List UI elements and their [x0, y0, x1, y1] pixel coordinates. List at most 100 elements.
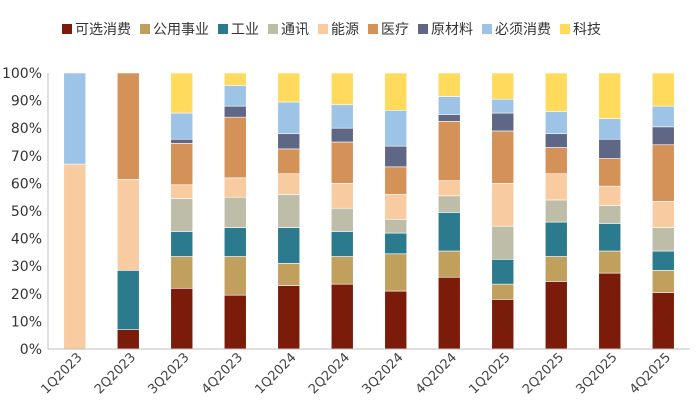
- bar-stack: [170, 72, 194, 350]
- bar-segment: [277, 173, 301, 195]
- bar-segment: [598, 158, 622, 187]
- bar-stack: [491, 72, 515, 350]
- bar-segment: [491, 112, 515, 132]
- legend-item: 必须消费: [482, 22, 551, 38]
- bar-segment: [384, 166, 408, 195]
- bar-segment: [598, 185, 622, 206]
- bar-segment: [491, 225, 515, 260]
- legend-swatch: [418, 24, 428, 34]
- bar-segment: [544, 133, 568, 148]
- bar-segment: [491, 72, 515, 100]
- y-tick-label: 40%: [11, 232, 42, 248]
- x-tick-label: 1Q2024: [252, 350, 299, 397]
- bar-segment: [437, 96, 461, 115]
- bar-segment: [170, 72, 194, 114]
- y-tick-label: 70%: [11, 149, 42, 165]
- x-tick-label: 4Q2023: [199, 350, 246, 397]
- bar-segment: [384, 218, 408, 234]
- bar-segment: [651, 144, 675, 202]
- bar-segment: [277, 72, 301, 103]
- bar-segment: [223, 85, 247, 107]
- x-axis: 1Q2023 2Q2023 3Q2023 4Q2023 1Q2024 2Q2024 3Q20…: [38, 348, 690, 397]
- legend-item: 原材料: [418, 22, 473, 38]
- legend-swatch: [560, 24, 570, 34]
- bar-segment: [116, 329, 140, 350]
- legend-label: 通讯: [281, 22, 309, 38]
- bar-segment: [384, 253, 408, 292]
- bar-stack: [651, 72, 675, 350]
- bar-stack: [598, 72, 622, 350]
- bar-segment: [544, 72, 568, 112]
- legend-label: 医疗: [381, 22, 409, 38]
- legend-swatch: [218, 24, 228, 34]
- legend-swatch: [140, 24, 150, 34]
- bar-segment: [277, 133, 301, 150]
- bar-segment: [598, 138, 622, 159]
- bar-segment: [223, 72, 247, 86]
- legend-item: 科技: [560, 22, 601, 38]
- y-axis: 0% 10% 20% 30% 40% 50% 60% 70% 80% 90% 100%: [2, 66, 49, 358]
- legend-item: 能源: [318, 22, 359, 38]
- legend-label: 科技: [573, 22, 601, 38]
- bar-segment: [384, 72, 408, 111]
- bar-stack: [277, 72, 301, 350]
- bar-segment: [437, 114, 461, 122]
- bar-segment: [491, 283, 515, 300]
- bar-segment: [544, 111, 568, 135]
- bar-segment: [491, 183, 515, 227]
- bar-stack: [63, 72, 87, 350]
- y-tick-label: 100%: [2, 66, 42, 82]
- legend: 可选消费 公用事业 工业 通讯 能源 医疗 原材料 必须消费 科技: [62, 22, 601, 38]
- bar-segment: [330, 104, 354, 129]
- bar-segment: [277, 101, 301, 135]
- bar-segment: [598, 250, 622, 274]
- bar-segment: [277, 148, 301, 175]
- bar-stack: [330, 72, 354, 350]
- bar-segment: [330, 207, 354, 233]
- legend-label: 能源: [331, 22, 359, 38]
- bar-segment: [651, 72, 675, 107]
- bar-segment: [116, 178, 140, 271]
- bar-segment: [170, 112, 194, 140]
- bar-segment: [277, 285, 301, 350]
- x-tick-label: 1Q2023: [38, 350, 85, 397]
- bar-stack: [544, 72, 568, 350]
- bar-segment: [223, 116, 247, 179]
- bar-segment: [598, 205, 622, 224]
- x-tick-label: 4Q2024: [413, 350, 460, 397]
- y-tick-label: 90%: [11, 94, 42, 110]
- bar-segment: [116, 270, 140, 330]
- bar-segment: [223, 177, 247, 198]
- bar-segment: [277, 194, 301, 228]
- bar-segment: [651, 292, 675, 350]
- bar-segment: [330, 283, 354, 350]
- bar-segment: [330, 256, 354, 285]
- bar-segment: [651, 227, 675, 252]
- bar-segment: [544, 147, 568, 175]
- legend-swatch: [268, 24, 278, 34]
- bar-segment: [544, 199, 568, 223]
- y-tick-label: 10%: [11, 314, 42, 330]
- bar-segment: [437, 250, 461, 278]
- bar-stack: [116, 72, 140, 350]
- bar-segment: [170, 138, 194, 144]
- legend-swatch: [62, 24, 72, 34]
- bar-segment: [170, 231, 194, 257]
- legend-item: 工业: [218, 22, 259, 38]
- bar-segment: [330, 72, 354, 106]
- bar-segment: [63, 163, 87, 350]
- bar-segment: [170, 143, 194, 186]
- bar-segment: [170, 184, 194, 199]
- bar-segment: [223, 227, 247, 257]
- bar-segment: [437, 276, 461, 350]
- bar-segment: [330, 231, 354, 257]
- legend-label: 工业: [231, 22, 259, 38]
- bars: [63, 72, 675, 350]
- x-tick-label: 2Q2025: [520, 350, 567, 397]
- bar-segment: [277, 227, 301, 264]
- bar-segment: [330, 127, 354, 143]
- bar-segment: [437, 212, 461, 252]
- legend-label: 公用事业: [153, 22, 209, 38]
- legend-item: 通讯: [268, 22, 309, 38]
